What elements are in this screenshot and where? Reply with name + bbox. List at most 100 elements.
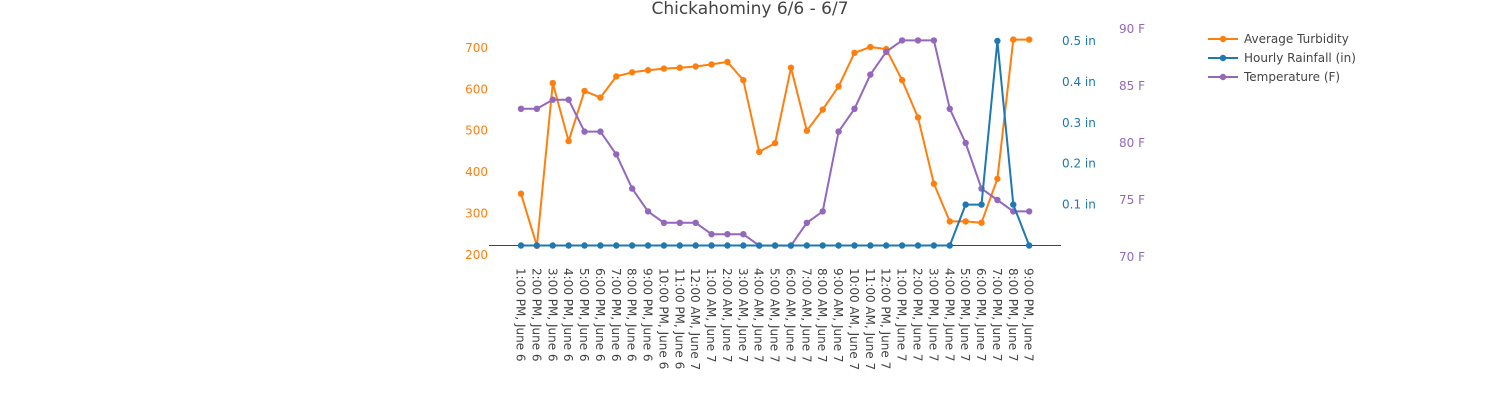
temperature-point[interactable] xyxy=(835,128,842,135)
rainfall-point[interactable] xyxy=(787,242,795,249)
temperature-point[interactable] xyxy=(740,231,747,238)
turbidity-point[interactable] xyxy=(1025,36,1033,43)
temperature-point[interactable] xyxy=(803,219,811,226)
turbidity-point[interactable] xyxy=(613,73,620,80)
rainfall-point[interactable] xyxy=(533,242,541,249)
rainfall-point[interactable] xyxy=(819,242,826,249)
temperature-point[interactable] xyxy=(914,37,922,44)
rainfall-point[interactable] xyxy=(914,242,922,249)
turbidity-point[interactable] xyxy=(549,79,556,87)
rainfall-point[interactable] xyxy=(803,242,811,249)
turbidity-axis-tick-label: 500 xyxy=(465,124,488,138)
temperature-point[interactable] xyxy=(613,151,620,158)
rainfall-point[interactable] xyxy=(660,242,668,249)
rainfall-point[interactable] xyxy=(581,242,588,249)
turbidity-point[interactable] xyxy=(962,218,969,225)
rainfall-axis-tick-label: 0.3 in xyxy=(1062,116,1096,130)
rainfall-point[interactable] xyxy=(1025,242,1033,249)
turbidity-point[interactable] xyxy=(581,87,588,95)
rainfall-point[interactable] xyxy=(898,242,906,249)
temperature-point[interactable] xyxy=(867,71,874,78)
turbidity-point[interactable] xyxy=(692,63,699,70)
legend-item-temperature[interactable]: Temperature (F) xyxy=(1208,70,1340,84)
rainfall-point[interactable] xyxy=(740,242,747,249)
rainfall-point[interactable] xyxy=(883,242,890,249)
rainfall-point[interactable] xyxy=(867,242,874,249)
rainfall-point[interactable] xyxy=(771,242,779,249)
temperature-point[interactable] xyxy=(597,128,604,135)
turbidity-point[interactable] xyxy=(724,58,731,66)
turbidity-point[interactable] xyxy=(565,137,572,145)
rainfall-point[interactable] xyxy=(565,242,572,249)
temperature-point[interactable] xyxy=(930,37,938,44)
temperature-point[interactable] xyxy=(517,105,525,113)
turbidity-point[interactable] xyxy=(994,175,1001,182)
rainfall-point[interactable] xyxy=(597,242,604,249)
rainfall-point[interactable] xyxy=(756,242,763,249)
temperature-point[interactable] xyxy=(994,196,1001,204)
turbidity-point[interactable] xyxy=(803,127,811,134)
rainfall-point[interactable] xyxy=(851,242,858,249)
turbidity-point[interactable] xyxy=(628,69,636,76)
turbidity-point[interactable] xyxy=(867,43,874,51)
turbidity-point[interactable] xyxy=(787,64,795,71)
turbidity-point[interactable] xyxy=(946,218,953,225)
rainfall-point[interactable] xyxy=(676,242,683,249)
legend[interactable]: Average Turbidity Hourly Rainfall (in) Tem… xyxy=(1208,32,1356,84)
rainfall-point[interactable] xyxy=(613,242,620,249)
turbidity-point[interactable] xyxy=(914,114,922,121)
turbidity-point[interactable] xyxy=(978,219,985,226)
rainfall-point[interactable] xyxy=(835,242,842,249)
temperature-point[interactable] xyxy=(581,128,588,135)
turbidity-point[interactable] xyxy=(898,76,906,84)
rainfall-point[interactable] xyxy=(644,242,652,249)
turbidity-point[interactable] xyxy=(851,49,858,57)
turbidity-point[interactable] xyxy=(819,106,826,113)
turbidity-point[interactable] xyxy=(835,83,842,90)
turbidity-point[interactable] xyxy=(1010,36,1017,43)
rainfall-point[interactable] xyxy=(962,201,969,208)
temperature-point[interactable] xyxy=(962,139,969,147)
rainfall-point[interactable] xyxy=(724,242,731,249)
turbidity-point[interactable] xyxy=(708,61,715,68)
rainfall-point[interactable] xyxy=(978,201,985,208)
temperature-point[interactable] xyxy=(692,219,699,226)
temperature-point[interactable] xyxy=(819,208,826,215)
temperature-point[interactable] xyxy=(898,37,906,44)
temperature-point[interactable] xyxy=(565,96,572,103)
turbidity-point[interactable] xyxy=(740,76,747,84)
turbidity-point[interactable] xyxy=(756,148,763,156)
turbidity-point[interactable] xyxy=(597,94,604,101)
rainfall-point[interactable] xyxy=(628,242,636,249)
turbidity-point[interactable] xyxy=(676,64,683,71)
temperature-point[interactable] xyxy=(946,105,953,113)
rainfall-axis-tick-label: 0.5 in xyxy=(1062,34,1096,48)
turbidity-point[interactable] xyxy=(517,190,525,197)
temperature-point[interactable] xyxy=(1025,208,1033,215)
legend-item-rainfall[interactable]: Hourly Rainfall (in) xyxy=(1208,51,1356,65)
temperature-axis-tick-label: 75 F xyxy=(1119,193,1145,207)
turbidity-point[interactable] xyxy=(644,67,652,74)
temperature-point[interactable] xyxy=(676,219,683,226)
rainfall-point[interactable] xyxy=(1010,201,1017,208)
rainfall-point[interactable] xyxy=(708,242,715,249)
rainfall-point[interactable] xyxy=(549,242,556,249)
temperature-point[interactable] xyxy=(660,219,668,226)
rainfall-point[interactable] xyxy=(692,242,699,249)
temperature-point[interactable] xyxy=(644,208,652,215)
turbidity-point[interactable] xyxy=(660,65,668,72)
temperature-point[interactable] xyxy=(533,105,541,113)
legend-item-turbidity[interactable]: Average Turbidity xyxy=(1208,32,1349,46)
turbidity-point[interactable] xyxy=(771,139,779,147)
rainfall-point[interactable] xyxy=(994,37,1001,45)
temperature-point[interactable] xyxy=(851,105,858,113)
temperature-point[interactable] xyxy=(708,231,715,238)
temperature-point[interactable] xyxy=(549,96,556,103)
turbidity-point[interactable] xyxy=(930,180,938,187)
temperature-point[interactable] xyxy=(883,48,890,55)
rainfall-point[interactable] xyxy=(517,242,525,249)
rainfall-point[interactable] xyxy=(946,242,953,249)
temperature-point[interactable] xyxy=(724,231,731,238)
rainfall-point[interactable] xyxy=(930,242,938,249)
temperature-point[interactable] xyxy=(628,185,636,192)
